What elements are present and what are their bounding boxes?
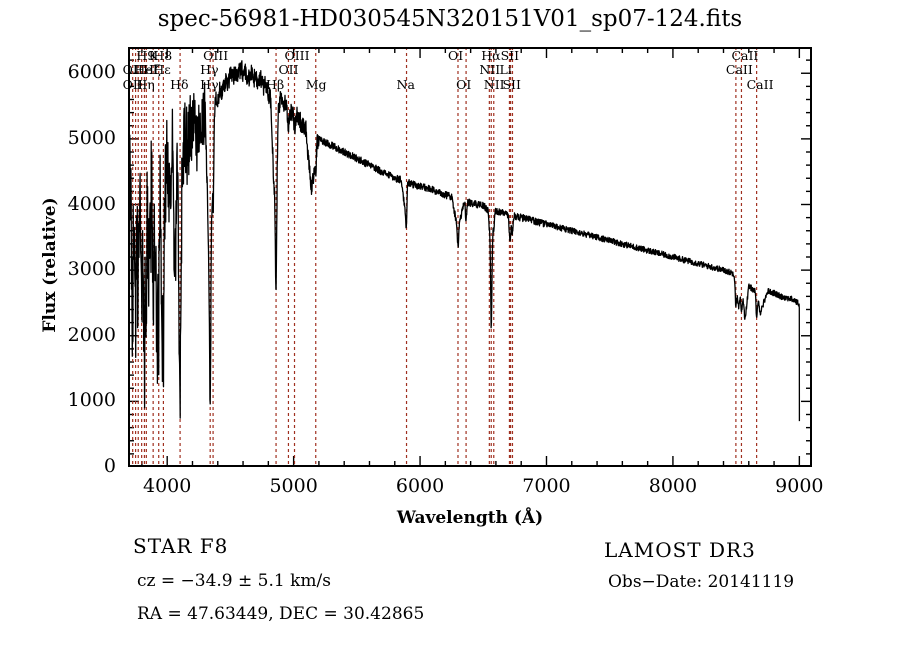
spectral-line-label: Na (396, 77, 415, 92)
spectral-line-label: Hα (481, 48, 501, 63)
spectral-line-label: OIII (284, 48, 310, 63)
y-tick-label: 2000 (67, 323, 116, 346)
spectral-line-label: OIII (203, 48, 229, 63)
y-tick-label: 6000 (67, 61, 116, 84)
spectral-line-label: Hγ (200, 77, 219, 92)
spectrum-canvas (128, 47, 812, 467)
spectral-line-label: NII (483, 77, 505, 92)
spectral-line-label: CaII (725, 62, 753, 77)
spectral-line-label: Li (499, 62, 512, 77)
spectral-line-label: Hβ (266, 77, 285, 92)
spectral-line-label: Hδ (170, 77, 189, 92)
object-class-text: STAR F8 (133, 534, 229, 558)
spectral-line-label: HeI (134, 62, 158, 77)
x-tick-label: 5000 (269, 475, 318, 497)
x-tick-label: 7000 (522, 475, 571, 497)
spectral-line-label: OI (456, 77, 472, 92)
spectral-line-label: H8 (153, 48, 173, 63)
x-tick-label: 9000 (775, 475, 824, 497)
y-tick-label: 1000 (67, 389, 116, 412)
spectral-line-label: CaII (731, 48, 759, 63)
y-tick-label: 3000 (67, 258, 116, 281)
x-tick-label: 4000 (143, 475, 192, 497)
survey-name-text: LAMOST DR3 (604, 538, 756, 562)
y-tick-label: 0 (103, 455, 116, 477)
x-tick-label: 6000 (395, 475, 445, 497)
page-title: spec-56981-HD030545N320151V01_sp07-124.f… (157, 6, 743, 32)
spectral-line-label: Hε (153, 62, 171, 77)
spectral-line-label: Hγ (200, 62, 219, 77)
spectral-line-label: K (148, 48, 159, 63)
spectral-line-label: OII (122, 62, 143, 77)
spectral-line-label: OII (278, 62, 299, 77)
y-tick-label: 5000 (67, 126, 116, 149)
observation-date-text: Obs−Date: 20141119 (608, 572, 795, 592)
spectral-line-label: Hζ (143, 62, 161, 77)
spectral-line-label: OI (447, 48, 464, 63)
spectral-line-label: CaII (746, 77, 774, 92)
spectral-line-label: OII (122, 77, 143, 92)
spectral-line-label: SII (500, 48, 520, 63)
coordinates-text: RA = 47.63449, DEC = 30.42865 (137, 604, 425, 624)
spectral-line-label: H9 (136, 48, 156, 63)
spectral-line-label: SII (502, 77, 521, 92)
y-tick-label: 4000 (67, 192, 116, 215)
x-tick-label: 8000 (648, 475, 698, 497)
spectral-line-label: Mg (305, 77, 327, 92)
plot-frame (128, 47, 812, 467)
x-axis-label: Wavelength (Å) (396, 508, 544, 528)
spectral-line-label: NII (479, 62, 501, 77)
spectral-line-label: Hη (136, 77, 155, 92)
redshift-velocity-text: cz = −34.9 ± 5.1 km/s (137, 571, 331, 591)
